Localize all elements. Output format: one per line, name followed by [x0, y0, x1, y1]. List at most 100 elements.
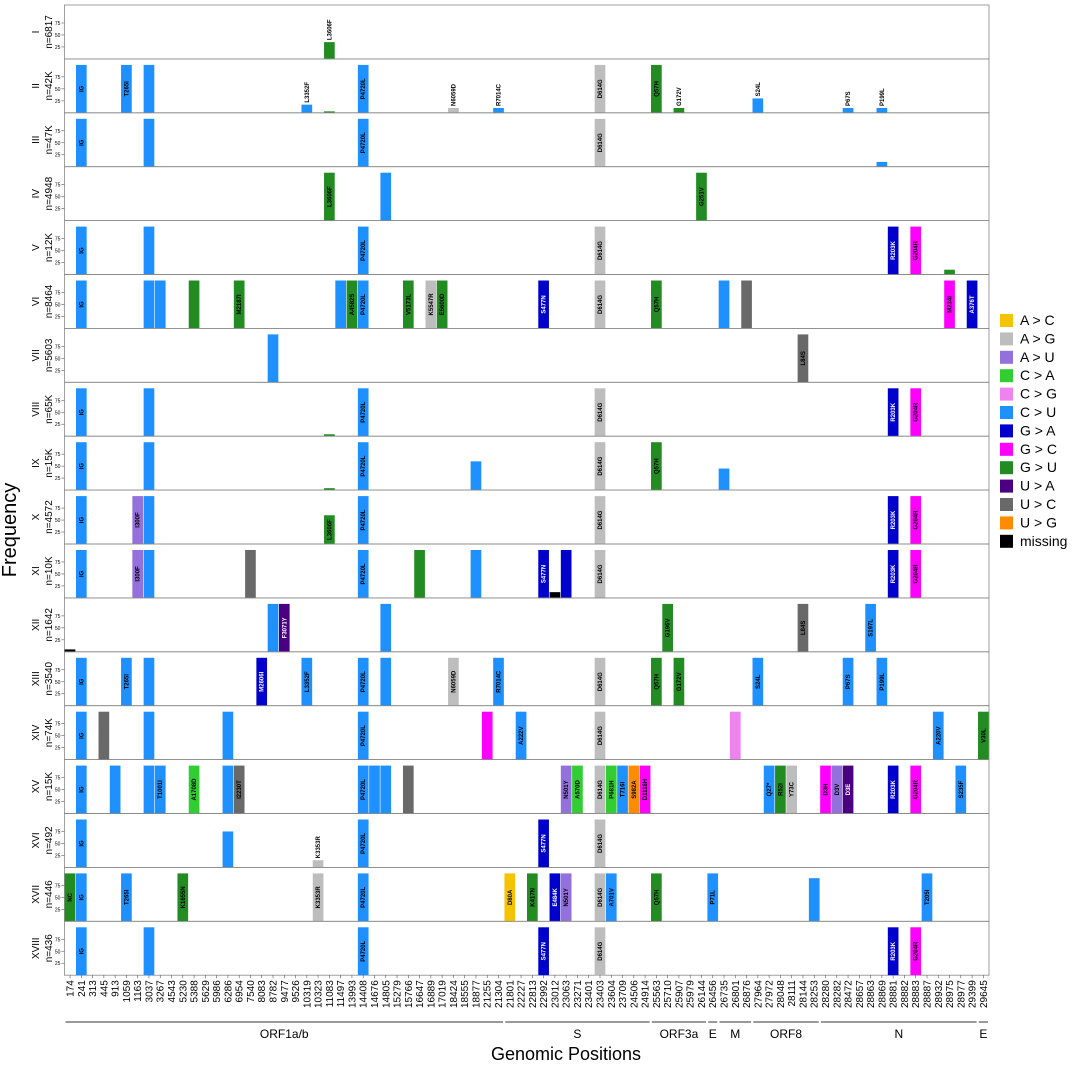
bar-label: IG: [79, 786, 85, 793]
bar-label: K3353R: [316, 836, 322, 859]
x-tick-label: 25563: [652, 980, 663, 1008]
bar-label: R7014C: [497, 670, 503, 693]
bar: [267, 334, 279, 383]
legend-label: C > U: [1020, 404, 1056, 420]
bar: [887, 550, 899, 598]
panel-frame: [64, 166, 990, 221]
bar: [876, 161, 888, 167]
bar-label: V30L: [981, 728, 987, 743]
bar-label: IG: [79, 247, 85, 254]
y-tick-label: 75: [55, 344, 61, 350]
x-tick-label: 14676: [370, 980, 381, 1008]
bar-label: A570D: [575, 780, 581, 799]
bar-label: P199L: [880, 88, 886, 106]
y-tick-label: 50: [55, 518, 61, 524]
bar-label: IG: [79, 732, 85, 739]
x-tick-label: 27972: [765, 980, 776, 1008]
bar: [357, 280, 369, 329]
x-axis-label: Genomic Positions: [491, 1044, 641, 1064]
bar: [222, 831, 234, 868]
bar-label: N501Y: [564, 888, 570, 906]
y-tick-label: 50: [55, 464, 61, 470]
x-tick-label: 8083: [257, 980, 268, 1003]
bar-label: E484K: [553, 888, 559, 907]
bar-label: S197L: [869, 619, 875, 637]
bar: [369, 765, 380, 814]
bar-label: A1708D: [192, 778, 198, 801]
y-tick-label: 25: [55, 530, 61, 536]
y-tick-label: 25: [55, 638, 61, 644]
panel-count: n=74K: [44, 718, 55, 748]
bar: [143, 765, 155, 814]
bar: [538, 550, 549, 598]
panel-count: n=15K: [44, 772, 55, 802]
x-tick-label: 4543: [167, 980, 178, 1003]
bar-label: A376T: [970, 295, 976, 313]
bar: [842, 765, 854, 814]
bar-label: R203K: [891, 510, 897, 529]
panel-count: n=12K: [44, 233, 55, 263]
bar-label: D614G: [598, 133, 604, 152]
bar: [346, 280, 358, 329]
x-tick-label: 3037: [144, 980, 155, 1003]
bar: [75, 442, 87, 491]
bar: [75, 496, 87, 544]
y-tick-label: 75: [55, 722, 61, 728]
x-tick-label: 26144: [697, 980, 708, 1008]
bar: [910, 496, 922, 544]
x-tick-label: 22992: [539, 980, 550, 1008]
bar: [402, 280, 414, 329]
bar-label: R203K: [891, 402, 897, 421]
x-tick-label: 11497: [336, 980, 347, 1008]
bar-label: D80A: [508, 889, 514, 905]
y-tick-label: 25: [55, 800, 61, 806]
x-tick-label: 25710: [663, 980, 674, 1008]
x-tick-label: 28144: [798, 980, 809, 1008]
y-tick-label: 25: [55, 368, 61, 374]
legend-swatch: [1000, 387, 1013, 401]
panel-frame: [64, 705, 990, 761]
y-tick-label: 50: [55, 410, 61, 416]
x-tick-label: 23709: [618, 980, 629, 1008]
x-tick-label: 28932: [934, 980, 945, 1008]
bar-label: Q57H: [654, 890, 660, 906]
y-tick-label: 50: [55, 680, 61, 686]
bar: [143, 711, 155, 760]
x-tick-label: 3267: [156, 980, 167, 1003]
x-tick-label: 6286: [223, 980, 234, 1003]
legend-swatch: [1000, 332, 1013, 346]
y-tick-label: 75: [55, 883, 61, 889]
x-tick-label: 26801: [731, 980, 742, 1008]
bar-label: Q57H: [654, 81, 660, 97]
x-tick-label: 28863: [866, 980, 877, 1008]
panel-count: n=47K: [44, 125, 55, 155]
y-tick-label: 50: [55, 302, 61, 308]
legend-label: A > U: [1020, 349, 1055, 365]
bar-label: Q57H: [654, 458, 660, 474]
panel-frame: [64, 597, 990, 653]
y-tick-label: 50: [55, 356, 61, 362]
bar: [887, 226, 899, 275]
bar-label: Q27*: [767, 782, 773, 796]
bar-label: IG: [79, 517, 85, 524]
bar: [357, 442, 369, 491]
bar: [808, 878, 820, 922]
bar: [324, 515, 335, 544]
bar-label: P4720L: [361, 779, 367, 800]
panel-name: II: [31, 83, 42, 89]
bar: [143, 280, 155, 329]
bar: [267, 603, 279, 652]
x-tick-label: 241: [77, 980, 88, 997]
bar: [594, 226, 606, 275]
x-tick-label: 28887: [922, 980, 933, 1008]
legend-swatch: [1000, 461, 1013, 475]
x-tick-label: 445: [99, 980, 110, 997]
legend-swatch: [1000, 498, 1013, 511]
bar: [324, 42, 335, 59]
panel-frame: [64, 220, 990, 275]
y-tick-label: 50: [55, 841, 61, 847]
x-tick-label: 23063: [562, 980, 573, 1008]
bar-label: A222V: [519, 726, 525, 744]
panel-count: n=1642: [44, 608, 55, 642]
bar-label: L3352F: [305, 82, 311, 103]
